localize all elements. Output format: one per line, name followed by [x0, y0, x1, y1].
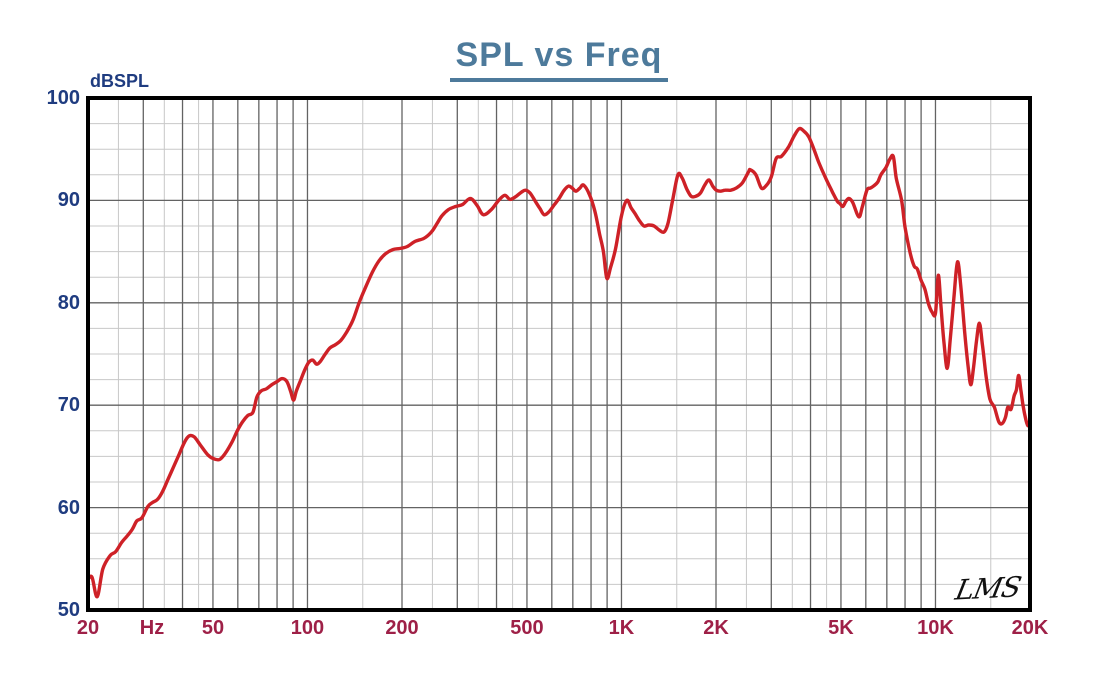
y-axis-unit-label: dBSPL: [90, 71, 150, 91]
spl-curve: [86, 126, 1032, 599]
chart-title: SPL vs Freq: [449, 36, 669, 82]
plot-area: [86, 96, 1032, 612]
y-tick-label: 60: [57, 496, 80, 519]
x-tick-label: 2K: [703, 617, 729, 639]
y-tick-label: 100: [46, 87, 80, 109]
title-container: SPL vs Freq: [88, 36, 1030, 82]
y-tick-label: 80: [57, 291, 80, 314]
chart-canvas: [86, 96, 1032, 612]
x-tick-label: 20: [76, 617, 100, 639]
x-tick-label: 50: [201, 617, 225, 639]
x-tick-label: 200: [385, 617, 419, 639]
x-tick-label: 100: [290, 617, 325, 639]
y-tick-label: 70: [57, 394, 80, 417]
x-tick-label: 500: [510, 617, 544, 639]
y-tick-label: 90: [57, 189, 80, 212]
x-tick-label: 20K: [1011, 617, 1049, 639]
x-tick-label: 10K: [917, 617, 954, 639]
y-tick-label: 50: [57, 599, 80, 621]
plot-frame: [86, 96, 1032, 612]
x-tick-label: 1K: [608, 617, 635, 639]
lms-signature: LMS: [952, 570, 1024, 607]
x-axis-unit-label: Hz: [139, 617, 165, 639]
x-tick-label: 5K: [828, 617, 854, 639]
